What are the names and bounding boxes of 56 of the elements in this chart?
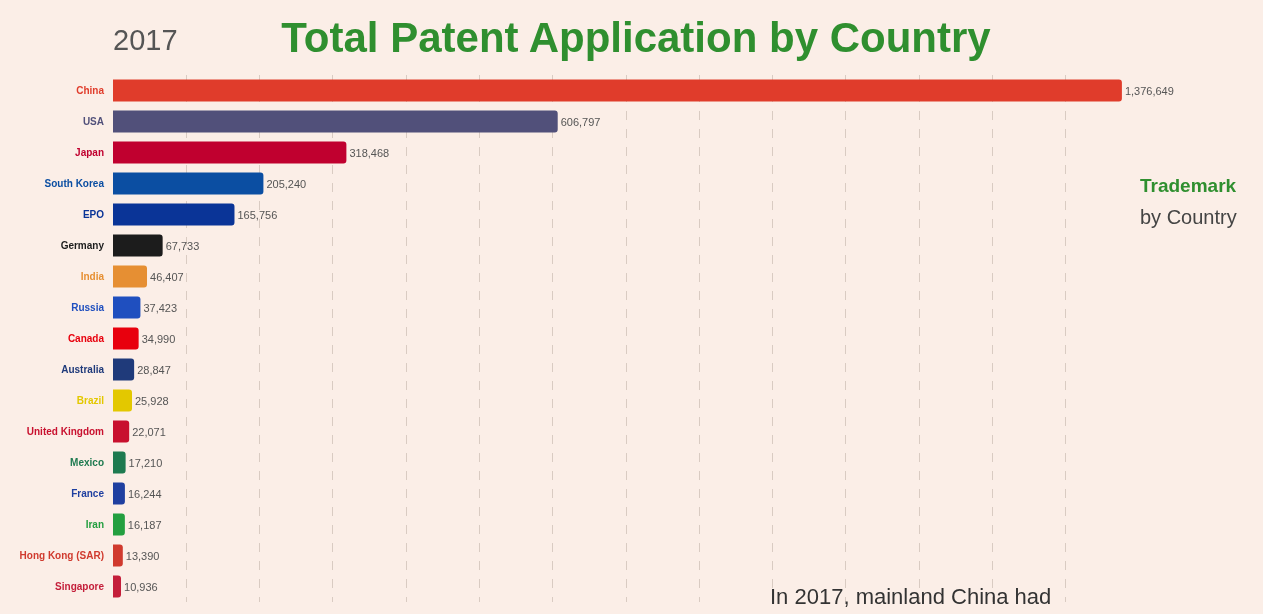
text: Trademark <box>1140 175 1237 196</box>
y-tick-label: Brazil <box>76 395 105 406</box>
bar <box>113 172 264 195</box>
y-tick-label: India <box>80 271 105 282</box>
chart-subtitle: 2017 <box>113 24 178 56</box>
bar <box>113 389 132 412</box>
bar <box>113 513 125 536</box>
data-label: 1,376,649 <box>1124 84 1174 97</box>
bar <box>113 327 139 350</box>
y-tick-label: China <box>76 85 105 96</box>
data-label: 205,240 <box>266 177 307 190</box>
bar <box>113 544 123 567</box>
y-tick-label: Japan <box>75 147 104 158</box>
data-label: 46,407 <box>150 270 184 283</box>
y-tick-label: EPO <box>82 209 105 220</box>
y-tick-label: South Korea <box>44 178 105 189</box>
data-label: 67,733 <box>165 239 200 252</box>
bar <box>113 296 141 319</box>
bar <box>113 482 125 505</box>
y-tick-label: Germany <box>60 240 105 251</box>
y-tick-label: Canada <box>67 333 105 344</box>
data-label: 17,210 <box>128 456 163 469</box>
bar <box>113 358 135 381</box>
bar <box>113 203 235 226</box>
data-label: 28,847 <box>137 363 171 376</box>
annotation: In 2017, mainland China had <box>770 584 1052 609</box>
data-label: 318,468 <box>349 146 390 159</box>
bar <box>113 420 130 443</box>
y-tick-label: Russia <box>71 302 105 313</box>
data-label: 25,928 <box>135 394 169 407</box>
chart-title: Total Patent Application by Country <box>281 13 992 61</box>
bar <box>113 451 126 474</box>
text: by Country <box>1140 206 1237 228</box>
data-label: 16,244 <box>127 487 162 500</box>
y-tick-label: Iran <box>85 519 104 530</box>
y-tick-label: Mexico <box>70 457 104 468</box>
y-tick-label: United Kingdom <box>26 426 105 437</box>
y-tick-label: Singapore <box>55 581 105 592</box>
y-tick-label: USA <box>82 116 104 127</box>
data-label: 13,390 <box>125 549 160 562</box>
bar <box>113 575 122 598</box>
bar <box>113 110 558 133</box>
data-label: 10,936 <box>124 580 158 593</box>
bar <box>113 234 163 257</box>
y-tick-label: Hong Kong (SAR) <box>19 550 104 561</box>
data-label: 37,423 <box>143 301 178 314</box>
y-tick-label: France <box>71 488 105 499</box>
data-label: 34,990 <box>141 332 176 345</box>
data-label: 606,797 <box>560 115 601 128</box>
data-label: 22,071 <box>132 425 166 438</box>
data-label: 16,187 <box>127 518 162 531</box>
bar <box>113 79 1122 102</box>
bar <box>113 265 148 288</box>
data-label: 165,756 <box>237 208 278 221</box>
y-tick-label: Australia <box>61 364 105 375</box>
bar <box>113 141 347 164</box>
